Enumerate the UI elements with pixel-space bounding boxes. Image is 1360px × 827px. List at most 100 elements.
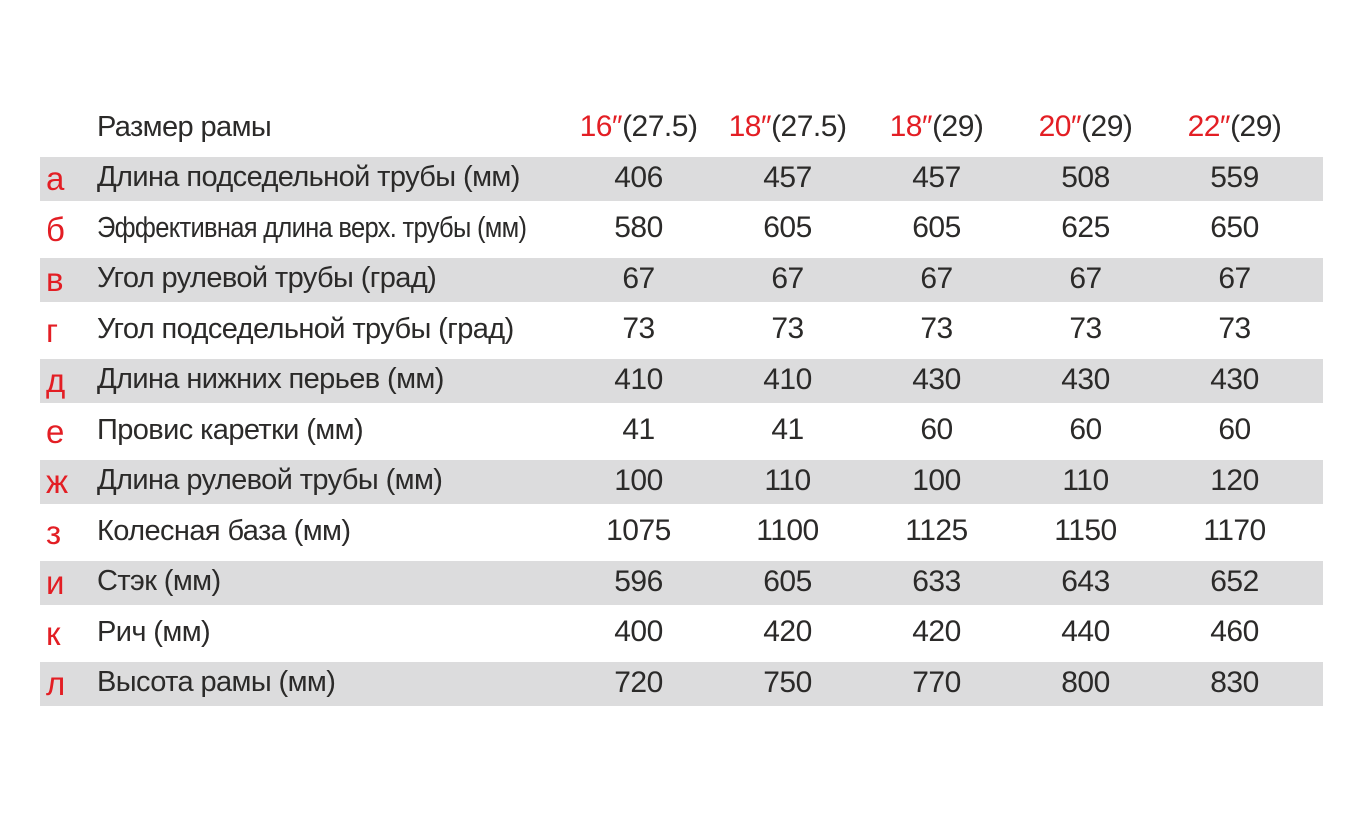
row-value: 580 bbox=[614, 211, 663, 244]
wheel-value: (29) bbox=[932, 110, 984, 143]
row-letter: в bbox=[46, 261, 64, 298]
row-value: 67 bbox=[1069, 261, 1102, 295]
row-value: 1150 bbox=[1054, 514, 1117, 547]
row-letter: б bbox=[46, 210, 65, 248]
row-value: 67 bbox=[622, 261, 655, 295]
table-row-effective-top-tube-length: б Эффективная длина верх. трубы (мм) 580… bbox=[40, 207, 1323, 251]
row-value: 410 bbox=[614, 362, 663, 396]
row-value: 406 bbox=[614, 160, 663, 194]
row-value: 110 bbox=[764, 463, 811, 497]
row-value: 457 bbox=[912, 160, 961, 194]
row-value: 596 bbox=[614, 564, 663, 598]
row-value: 110 bbox=[1062, 463, 1109, 497]
row-parameter-name: Рич (мм) bbox=[97, 615, 211, 648]
row-value: 605 bbox=[763, 564, 812, 598]
row-value: 750 bbox=[763, 665, 812, 699]
row-value: 120 bbox=[1210, 463, 1259, 497]
row-parameter-name: Высота рамы (мм) bbox=[97, 666, 336, 698]
row-value: 650 bbox=[1210, 211, 1259, 244]
column-header-size-20-29: 20″(29) bbox=[1011, 112, 1160, 144]
row-value: 643 bbox=[1061, 564, 1110, 598]
row-parameter-name: Длина подседельной трубы (мм) bbox=[97, 161, 520, 193]
row-value: 41 bbox=[771, 413, 804, 446]
row-parameter-name: Длина рулевой трубы (мм) bbox=[97, 464, 443, 496]
row-parameter-name: Эффективная длина верх. трубы (мм) bbox=[97, 211, 527, 244]
row-value: 633 bbox=[912, 564, 961, 598]
wheel-value: (29) bbox=[1230, 110, 1282, 143]
table-row-wheelbase: з Колесная база (мм) 1075 1100 1125 1150… bbox=[40, 510, 1323, 554]
row-value: 67 bbox=[771, 261, 804, 295]
size-value: 18″ bbox=[728, 110, 772, 143]
row-letter: з bbox=[46, 513, 62, 551]
row-value: 420 bbox=[912, 615, 961, 648]
row-value: 73 bbox=[1069, 312, 1102, 345]
table-row-head-tube-angle: в Угол рулевой трубы (град) 67 67 67 67 … bbox=[40, 257, 1323, 302]
row-value: 1075 bbox=[606, 514, 671, 547]
row-value: 830 bbox=[1210, 665, 1259, 699]
table-row-head-tube-length: ж Длина рулевой трубы (мм) 100 110 100 1… bbox=[40, 459, 1323, 504]
row-letter: и bbox=[46, 564, 65, 601]
frame-geometry-table: Размер рамы 16″(27.5) 18″(27.5) 18″(29) … bbox=[40, 106, 1323, 712]
wheel-value: (27.5) bbox=[622, 110, 698, 143]
row-value: 1170 bbox=[1203, 514, 1266, 547]
table-row-bottom-bracket-drop: е Провис каретки (мм) 41 41 60 60 60 bbox=[40, 409, 1323, 453]
row-value: 41 bbox=[622, 413, 655, 446]
row-value: 460 bbox=[1210, 615, 1259, 648]
row-value: 73 bbox=[622, 312, 655, 345]
row-value: 73 bbox=[1218, 312, 1251, 345]
row-letter: г bbox=[46, 311, 59, 349]
table-row-frame-height: л Высота рамы (мм) 720 750 770 800 830 bbox=[40, 661, 1323, 706]
row-value: 100 bbox=[614, 463, 663, 497]
row-value: 67 bbox=[1218, 261, 1251, 295]
row-letter: е bbox=[46, 412, 65, 450]
row-value: 420 bbox=[763, 615, 812, 648]
row-value: 508 bbox=[1061, 160, 1110, 194]
table-row-reach: к Рич (мм) 400 420 420 440 460 bbox=[40, 611, 1323, 655]
row-value: 60 bbox=[1218, 413, 1251, 446]
row-parameter-name: Колесная база (мм) bbox=[97, 514, 351, 547]
row-letter: ж bbox=[46, 463, 69, 500]
row-value: 400 bbox=[614, 615, 663, 648]
row-value: 60 bbox=[1069, 413, 1102, 446]
row-value: 73 bbox=[920, 312, 953, 345]
size-value: 16″ bbox=[579, 110, 623, 143]
row-value: 800 bbox=[1061, 665, 1110, 699]
row-value: 1125 bbox=[905, 514, 968, 547]
row-parameter-name: Провис каретки (мм) bbox=[97, 413, 364, 446]
table-title: Размер рамы bbox=[97, 110, 272, 143]
row-value: 67 bbox=[920, 261, 953, 295]
row-letter: к bbox=[46, 614, 61, 652]
row-value: 605 bbox=[763, 211, 812, 244]
row-letter: л bbox=[46, 665, 66, 702]
column-header-size-16-27-5: 16″(27.5) bbox=[564, 112, 713, 144]
row-value: 605 bbox=[912, 211, 961, 244]
row-value: 625 bbox=[1061, 211, 1110, 244]
size-value: 20″ bbox=[1038, 110, 1082, 143]
row-value: 430 bbox=[1210, 362, 1259, 396]
row-value: 1100 bbox=[756, 514, 819, 547]
row-value: 60 bbox=[920, 413, 953, 446]
row-letter: д bbox=[46, 362, 66, 399]
row-value: 770 bbox=[912, 665, 961, 699]
row-value: 720 bbox=[614, 665, 663, 699]
row-value: 559 bbox=[1210, 160, 1259, 194]
row-value: 100 bbox=[912, 463, 961, 497]
column-header-size-22-29: 22″(29) bbox=[1160, 112, 1309, 144]
row-parameter-name: Стэк (мм) bbox=[97, 565, 221, 597]
column-header-size-18-27-5: 18″(27.5) bbox=[713, 112, 862, 144]
size-value: 18″ bbox=[889, 110, 933, 143]
size-value: 22″ bbox=[1187, 110, 1231, 143]
column-header-size-18-29: 18″(29) bbox=[862, 112, 1011, 144]
table-row-seat-tube-angle: г Угол подседельной трубы (град) 73 73 7… bbox=[40, 308, 1323, 352]
row-value: 430 bbox=[912, 362, 961, 396]
row-value: 430 bbox=[1061, 362, 1110, 396]
row-parameter-name: Угол подседельной трубы (град) bbox=[97, 312, 514, 345]
row-parameter-name: Угол рулевой трубы (град) bbox=[97, 262, 437, 294]
row-value: 73 bbox=[771, 312, 804, 345]
row-value: 440 bbox=[1061, 615, 1110, 648]
table-row-chainstay-length: д Длина нижних перьев (мм) 410 410 430 4… bbox=[40, 358, 1323, 403]
row-parameter-name: Длина нижних перьев (мм) bbox=[97, 363, 444, 395]
row-value: 652 bbox=[1210, 564, 1259, 598]
table-header-row: Размер рамы 16″(27.5) 18″(27.5) 18″(29) … bbox=[40, 106, 1323, 150]
